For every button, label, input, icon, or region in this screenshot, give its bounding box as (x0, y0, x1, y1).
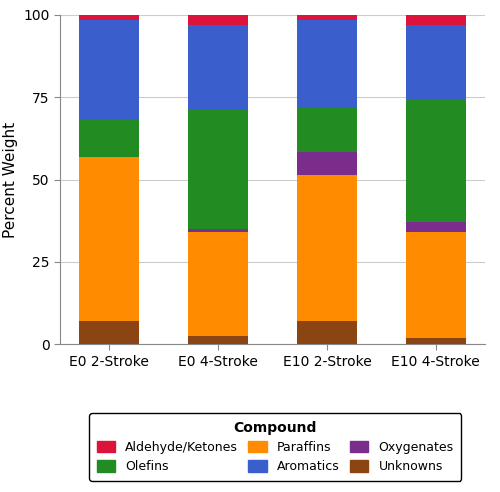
Bar (80, 120, 139, 156)
Bar (297, 20, 357, 107)
Bar (297, 152, 357, 175)
Legend: Aldehyde/Ketones, Olefins, Paraffins, Aromatics, Oxygenates, Unknowns: Aldehyde/Ketones, Olefins, Paraffins, Ar… (89, 413, 461, 481)
Bar (297, 107, 357, 152)
Bar (80, 20, 139, 120)
Bar (80, 321, 139, 344)
Bar (80, 15, 139, 20)
Bar (406, 232, 466, 338)
Bar (406, 222, 466, 232)
Bar (406, 338, 466, 344)
Y-axis label: Percent Weight: Percent Weight (2, 122, 18, 238)
Bar (188, 110, 248, 229)
Bar (297, 175, 357, 321)
Bar (188, 232, 248, 336)
Bar (80, 156, 139, 321)
Bar (188, 25, 248, 110)
Bar (406, 15, 466, 25)
Bar (188, 336, 248, 344)
Bar (297, 321, 357, 344)
Bar (188, 229, 248, 232)
Bar (297, 15, 357, 20)
Bar (406, 25, 466, 99)
Bar (188, 15, 248, 25)
Bar (406, 99, 466, 222)
